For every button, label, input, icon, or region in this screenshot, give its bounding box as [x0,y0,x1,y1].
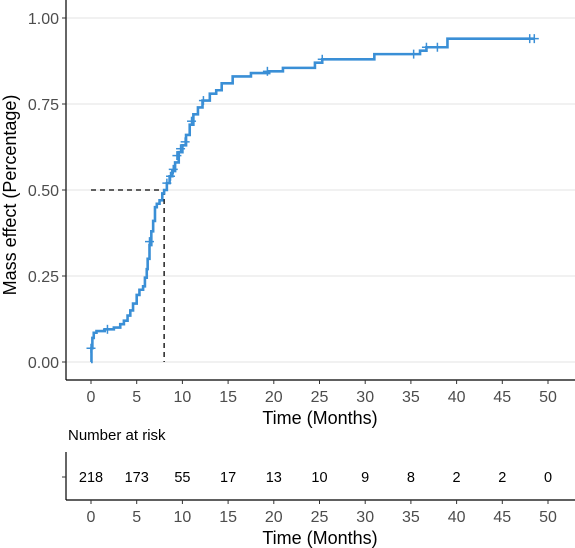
risk-value: 10 [311,470,327,486]
risk-value: 0 [544,470,552,486]
risk-value: 2 [498,470,506,486]
censor-mark [166,171,176,181]
y-tick-label: 0.50 [28,183,59,200]
risk-table-axes [62,452,575,501]
censor-mark [86,343,96,353]
censor-mark [176,144,186,154]
risk-value: 9 [361,470,369,486]
risk-x-tick-label: 0 [87,509,96,526]
risk-x-axis-title: Time (Months) [262,528,377,548]
cumulative-incidence-curve [90,37,535,364]
censor-mark [529,34,539,44]
x-tick-label: 50 [539,389,557,406]
median-reference-lines [91,189,165,362]
censor-mark [317,54,327,64]
y-tick-label: 0.75 [28,97,59,114]
y-tick-label: 0.25 [28,269,59,286]
censor-marks [86,34,539,353]
x-tick-label: 35 [402,389,420,406]
main-y-axis-title: Mass effect (Percentage) [0,95,20,296]
y-tick-label: 0.00 [28,355,59,372]
x-tick-label: 0 [87,389,96,406]
censor-mark [180,137,190,147]
x-tick-label: 40 [448,389,466,406]
series-line [90,37,535,364]
censor-mark [144,237,154,247]
x-tick-label: 15 [219,389,237,406]
censor-mark [262,66,272,76]
risk-table-values: 218 173 55 17 13 10 9 8 2 2 0 [79,470,552,486]
risk-value: 173 [125,470,149,486]
censor-mark [172,151,182,161]
main-gridlines [66,17,575,363]
censor-mark [409,49,419,59]
risk-value: 55 [174,470,190,486]
risk-x-tick-label: 25 [311,509,329,526]
censor-mark [162,178,172,188]
x-tick-label: 25 [311,389,329,406]
main-y-ticks: 0.00 0.25 0.50 0.75 1.00 [28,11,66,372]
y-tick-label: 1.00 [28,11,59,28]
censor-mark [198,96,208,106]
risk-x-ticks: 0 5 10 15 20 25 30 35 40 45 50 [87,500,557,526]
risk-x-tick-label: 35 [402,509,420,526]
censor-mark [168,164,178,174]
risk-table-title: Number at risk [68,427,166,444]
risk-value: 218 [79,470,103,486]
risk-value: 8 [407,470,415,486]
censor-mark [187,116,197,126]
x-tick-label: 20 [265,389,283,406]
risk-x-tick-label: 40 [448,509,466,526]
censor-mark [421,42,431,52]
main-x-ticks: 0 5 10 15 20 25 30 35 40 45 50 [87,380,557,406]
risk-x-tick-label: 15 [219,509,237,526]
censor-mark [432,42,442,52]
x-tick-label: 30 [356,389,374,406]
x-tick-label: 5 [132,389,141,406]
risk-value: 2 [453,470,461,486]
x-tick-label: 45 [493,389,511,406]
risk-x-tick-label: 10 [174,509,192,526]
censor-mark [102,324,112,334]
risk-x-tick-label: 50 [539,509,557,526]
main-x-axis-title: Time (Months) [262,408,377,428]
risk-x-tick-label: 45 [493,509,511,526]
risk-value: 17 [220,470,236,486]
risk-value: 13 [266,470,282,486]
risk-x-tick-label: 20 [265,509,283,526]
risk-x-tick-label: 5 [132,509,141,526]
x-tick-label: 10 [174,389,192,406]
risk-x-tick-label: 30 [356,509,374,526]
